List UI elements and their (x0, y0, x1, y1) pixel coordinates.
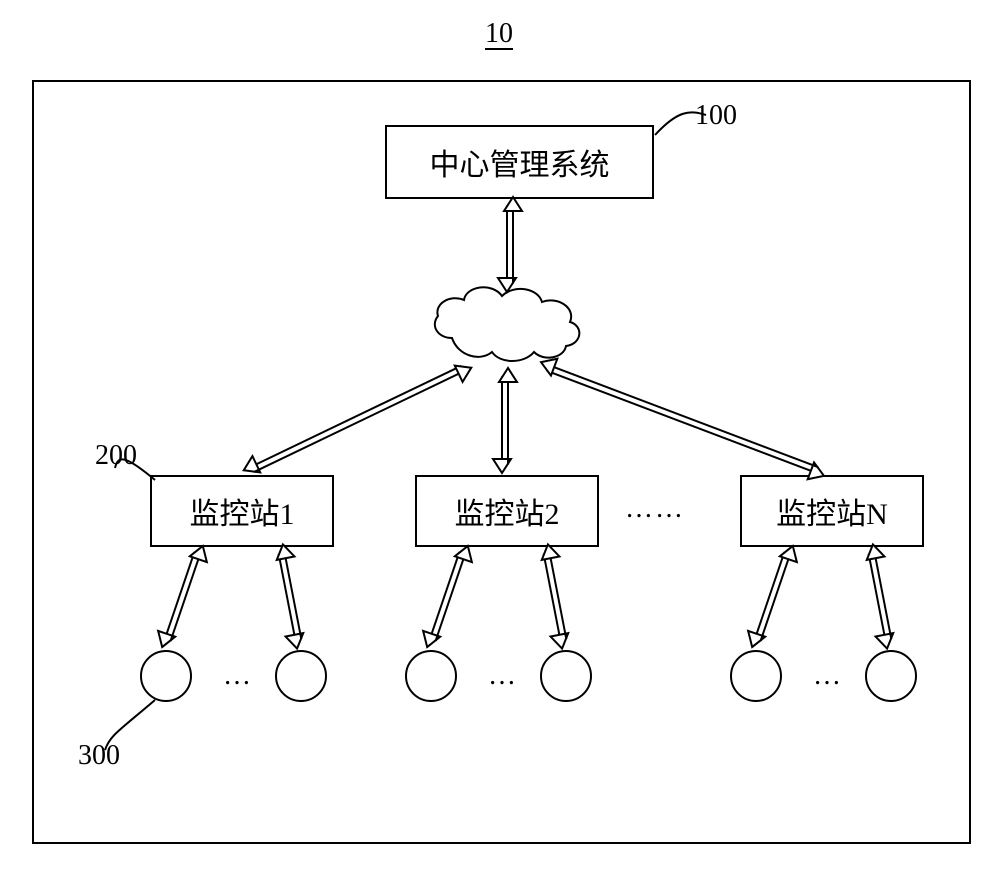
arrow-layer (0, 0, 1000, 875)
diagram-canvas: 10 中心管理系统 监控站1 监控站2 监控站N …… … … … 100 20… (0, 0, 1000, 875)
